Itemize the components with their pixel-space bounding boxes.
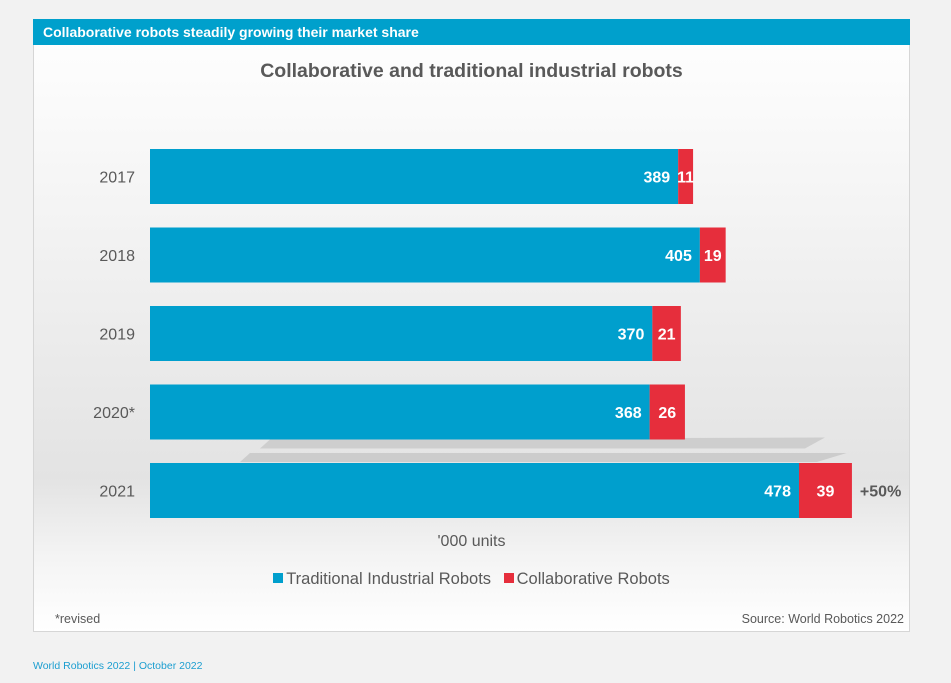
legend-label-traditional: Traditional Industrial Robots [286,570,492,588]
bar-collaborative [652,306,681,361]
source-note: Source: World Robotics 2022 [741,612,904,626]
data-label-collaborative: 26 [658,405,676,422]
revised-note: *revised [55,612,101,626]
legend-swatch-traditional [273,573,284,583]
chart-title: Collaborative and traditional industrial… [260,60,683,82]
legend-item-traditional: Traditional Industrial Robots [273,570,495,588]
bar-collaborative [678,149,694,204]
bar-traditional [150,384,650,440]
category-label: 2018 [99,248,135,265]
data-label-traditional: 478 [764,484,791,501]
x-axis-label: '000 units [437,533,506,550]
category-label: 2020* [93,405,135,422]
bar-collaborative [699,227,726,283]
banner-header: Collaborative robots steadily growing th… [33,19,910,45]
bar-shadow [260,437,825,449]
data-label-traditional: 370 [618,327,645,344]
legend-item-collaborative: Collaborative Robots [503,570,670,588]
bar-shadow [240,453,847,462]
data-label-collaborative: 11 [677,170,694,187]
data-label-traditional: 368 [615,405,642,422]
bar-traditional [150,306,653,361]
legend-label-collaborative: Collaborative Robots [516,570,670,588]
bar-traditional [150,149,679,204]
legend: Traditional Industrial Robots Collaborat… [33,570,910,589]
footer-text: World Robotics 2022 | October 2022 [33,660,203,672]
data-label-collaborative: 19 [704,248,722,265]
category-label: 2017 [99,170,135,187]
category-label: 2019 [99,327,135,344]
growth-annotation: +50% [860,484,901,501]
bar-traditional [150,463,799,518]
data-label-traditional: 405 [665,248,692,265]
bar-traditional [150,227,700,283]
bar-collaborative [649,384,685,440]
legend-swatch-collaborative [503,573,514,583]
data-label-traditional: 389 [643,170,670,187]
category-label: 2021 [99,484,135,501]
data-label-collaborative: 39 [817,484,835,501]
data-label-collaborative: 21 [658,327,676,344]
bar-collaborative [798,463,852,518]
